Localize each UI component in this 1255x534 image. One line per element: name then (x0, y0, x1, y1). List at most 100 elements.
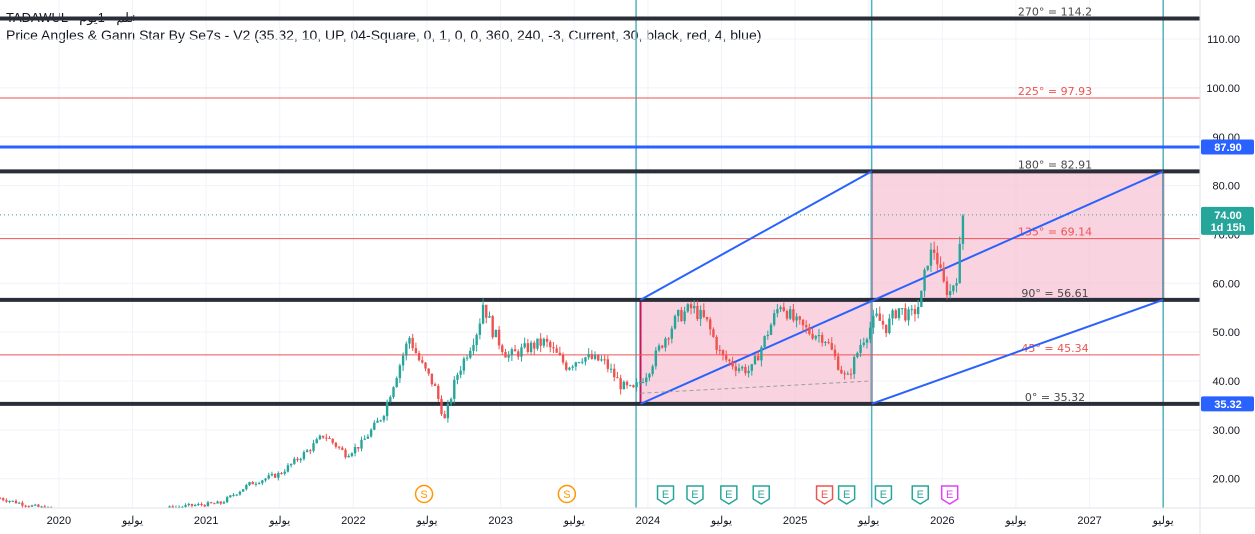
earnings-event-icon (940, 485, 959, 505)
candle-body (606, 359, 610, 369)
candle-body (830, 343, 833, 350)
candle-body (561, 355, 565, 363)
candle-body (497, 329, 501, 346)
candle-body (264, 478, 267, 481)
price-axis-tick: 60.00 (1212, 278, 1240, 290)
candle-body (766, 334, 769, 337)
candle-body (577, 362, 581, 364)
price-axis-tick: 50.00 (1212, 327, 1240, 339)
candle-body (261, 480, 264, 484)
price-axis-tick: 100.00 (1206, 83, 1240, 95)
candle-body (283, 471, 286, 474)
candle-body (437, 385, 440, 399)
candle-body (21, 502, 24, 506)
candle-body (798, 316, 801, 320)
candle-body (289, 463, 293, 466)
candle-body (728, 359, 731, 362)
candle-body (693, 305, 696, 309)
candle-body (715, 336, 718, 350)
earnings-event-glyph: E (843, 489, 850, 501)
candle-body (804, 325, 808, 328)
split-event-glyph: S (420, 489, 427, 501)
earnings-event-icon (911, 485, 929, 505)
gann-trend-line (640, 170, 873, 301)
candle-body (357, 447, 360, 449)
candle-body (657, 345, 661, 351)
gann-level-label: 45° = 45.34 (1021, 342, 1088, 355)
time-axis-tick: يوليو (415, 515, 437, 527)
candle-body (846, 373, 849, 375)
candle-body (747, 370, 750, 374)
candle-body (926, 265, 929, 270)
candle-body (539, 338, 542, 346)
candle-body (779, 307, 782, 310)
earnings-event-glyph: E (880, 489, 887, 501)
candle-body (286, 465, 290, 472)
earnings-event-glyph: E (821, 489, 828, 501)
candle-body (795, 316, 798, 321)
candle-body (753, 356, 757, 365)
candle-body (325, 437, 328, 439)
candle-body (820, 335, 824, 343)
candle-body (734, 366, 738, 371)
candle-body (270, 473, 274, 476)
candle-body (568, 367, 571, 370)
candle-body (379, 420, 382, 422)
candle-body (558, 352, 562, 356)
earnings-event-icon (720, 485, 738, 505)
candle-body (305, 450, 309, 453)
candle-body (824, 342, 827, 344)
candle-body (725, 355, 728, 360)
price-axis-tick: 30.00 (1212, 425, 1240, 437)
candle-body (597, 354, 600, 361)
candle-body (542, 338, 546, 346)
time-axis-tick: يوليو (857, 515, 879, 527)
candle-body (865, 339, 869, 343)
candle-body (347, 455, 350, 458)
candle-body (299, 458, 302, 461)
candle-body (197, 503, 200, 506)
earnings-event-icon (656, 485, 675, 505)
candle-body (878, 313, 881, 321)
candle-body (868, 327, 872, 340)
candle-body (245, 484, 248, 490)
candle-body (945, 281, 949, 296)
candle-body (315, 439, 318, 444)
candle-body (501, 345, 504, 352)
candle-body (552, 347, 555, 349)
earnings-event-icon (874, 485, 893, 505)
candle-body (894, 310, 897, 319)
split-event-icon (414, 484, 434, 504)
candle-body (203, 504, 206, 507)
candle-body (881, 320, 885, 325)
gann-level-label: 180° = 82.91 (1018, 158, 1092, 171)
candle-body (446, 403, 450, 419)
price-axis-tick: 80.00 (1212, 181, 1240, 193)
candle-body (760, 347, 763, 361)
candle-body (744, 366, 747, 374)
time-axis-tick: 2021 (194, 515, 218, 527)
horizontal-line-price-tag (1201, 139, 1254, 155)
candle-body (632, 385, 635, 388)
candle-body (836, 356, 840, 370)
candle-body (584, 357, 587, 362)
time-axis-tick: يوليو (1152, 515, 1174, 527)
candle-body (673, 315, 677, 329)
candle-body (341, 447, 344, 450)
candle-body (756, 356, 760, 361)
candle-body (251, 482, 254, 485)
time-axis-bg (0, 508, 1255, 534)
candle-body (654, 350, 658, 367)
candle-body (462, 358, 466, 371)
candle-body (936, 252, 939, 265)
gann-level-label: 0° = 35.32 (1025, 391, 1085, 404)
candle-body (344, 449, 347, 458)
candle-body (555, 348, 558, 353)
candle-body (184, 505, 187, 507)
candle-body (811, 333, 814, 339)
candle-body (334, 442, 338, 447)
candle-body (267, 475, 270, 479)
candle-body (792, 309, 795, 321)
candle-body (200, 503, 203, 505)
